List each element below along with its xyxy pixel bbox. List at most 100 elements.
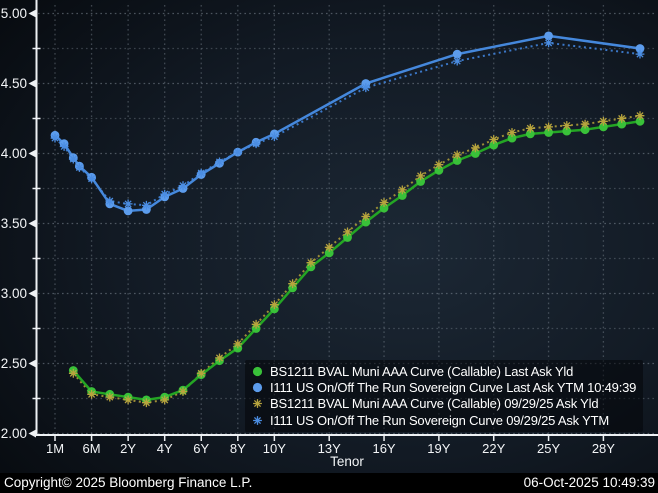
footer-bar: Copyright© 2025 Bloomberg Finance L.P. 0… <box>0 473 658 493</box>
x-axis-tick-label: 1M <box>46 441 64 456</box>
x-axis-tick-label: 8Y <box>230 441 246 456</box>
x-axis-tick-label: 28Y <box>592 441 615 456</box>
legend-asterisk-icon <box>253 399 262 409</box>
data-point-asterisk[interactable] <box>324 242 334 252</box>
data-point-dot[interactable] <box>379 203 389 213</box>
data-point-asterisk[interactable] <box>361 212 371 221</box>
data-point-asterisk[interactable] <box>525 123 535 133</box>
series-lines[interactable] <box>50 31 645 408</box>
data-point-asterisk[interactable] <box>544 38 553 48</box>
data-point-asterisk[interactable] <box>617 114 627 123</box>
data-point-dot[interactable] <box>489 140 499 150</box>
data-point-asterisk[interactable] <box>68 368 78 378</box>
data-point-dot[interactable] <box>397 191 407 200</box>
data-point-asterisk[interactable] <box>270 300 279 310</box>
data-point-dot[interactable] <box>525 129 535 139</box>
y-tick-arrow-icon <box>28 219 36 228</box>
data-point-asterisk[interactable] <box>87 389 96 399</box>
data-point-dot[interactable] <box>635 116 645 126</box>
data-point-asterisk[interactable] <box>142 398 151 408</box>
data-point-dot[interactable] <box>324 248 334 258</box>
data-point-dot[interactable] <box>471 149 480 158</box>
data-point-asterisk[interactable] <box>196 368 206 378</box>
data-point-asterisk[interactable] <box>397 185 407 195</box>
data-point-asterisk[interactable] <box>251 139 261 149</box>
data-point-asterisk[interactable] <box>288 279 297 289</box>
data-point-asterisk[interactable] <box>489 135 499 144</box>
data-point-dot[interactable] <box>361 217 371 227</box>
data-point-dot[interactable] <box>544 128 553 137</box>
data-point-asterisk[interactable] <box>178 181 188 191</box>
x-axis-tick-label: 10Y <box>263 441 286 456</box>
data-point-dot[interactable] <box>580 125 590 135</box>
data-point-dot[interactable] <box>434 165 444 175</box>
y-tick-arrow-icon <box>28 289 36 298</box>
data-point-asterisk[interactable] <box>105 196 115 206</box>
data-point-dot[interactable] <box>544 31 553 41</box>
series-markers-2[interactable] <box>68 111 645 408</box>
data-point-asterisk[interactable] <box>471 143 480 153</box>
data-point-asterisk[interactable] <box>215 157 224 167</box>
data-point-asterisk[interactable] <box>160 189 170 199</box>
data-point-asterisk[interactable] <box>105 392 115 402</box>
data-point-asterisk[interactable] <box>196 168 206 178</box>
data-point-asterisk[interactable] <box>123 199 133 209</box>
data-point-asterisk[interactable] <box>233 147 243 157</box>
data-point-asterisk[interactable] <box>50 133 60 143</box>
x-axis-tick-label: 19Y <box>427 441 450 456</box>
data-point-dot[interactable] <box>452 49 462 59</box>
legend-dot-icon <box>252 382 263 393</box>
data-point-asterisk[interactable] <box>580 119 590 129</box>
legend-item-1[interactable]: I111 US On/Off The Run Sovereign Curve L… <box>251 379 636 395</box>
data-point-asterisk[interactable] <box>452 56 462 66</box>
data-point-dot[interactable] <box>507 133 517 143</box>
data-point-asterisk[interactable] <box>160 395 170 405</box>
data-point-asterisk[interactable] <box>635 111 645 121</box>
data-point-dot[interactable] <box>452 156 462 165</box>
data-point-asterisk[interactable] <box>251 319 261 329</box>
x-axis-tick-label: 16Y <box>372 441 395 456</box>
data-point-asterisk[interactable] <box>142 200 151 210</box>
data-point-asterisk[interactable] <box>75 163 84 172</box>
y-axis-tick-label: 3.00 <box>1 286 27 301</box>
data-point-asterisk[interactable] <box>434 160 444 170</box>
legend-item-2[interactable]: BS1211 BVAL Muni AAA Curve (Callable) 09… <box>251 396 636 412</box>
data-point-dot[interactable] <box>343 233 352 242</box>
data-point-dot[interactable] <box>123 206 133 216</box>
data-point-asterisk[interactable] <box>599 116 608 126</box>
data-point-asterisk[interactable] <box>253 399 262 409</box>
data-point-asterisk[interactable] <box>253 415 262 425</box>
data-point-asterisk[interactable] <box>379 198 389 207</box>
data-point-asterisk[interactable] <box>544 122 553 132</box>
data-point-dot[interactable] <box>599 122 608 132</box>
data-point-asterisk[interactable] <box>635 49 645 59</box>
data-point-asterisk[interactable] <box>306 258 316 268</box>
legend-asterisk-icon <box>253 415 262 425</box>
data-point-asterisk[interactable] <box>87 174 96 184</box>
data-point-asterisk[interactable] <box>123 395 133 405</box>
data-point-asterisk[interactable] <box>215 353 224 363</box>
data-point-asterisk[interactable] <box>233 339 243 349</box>
data-point-asterisk[interactable] <box>178 387 188 396</box>
legend-item-0[interactable]: BS1211 BVAL Muni AAA Curve (Callable) La… <box>251 363 636 379</box>
data-point-asterisk[interactable] <box>361 83 371 93</box>
data-point-asterisk[interactable] <box>416 171 425 181</box>
data-point-asterisk[interactable] <box>507 128 517 137</box>
data-point-asterisk[interactable] <box>270 132 279 142</box>
data-point-asterisk[interactable] <box>452 150 462 160</box>
data-point-asterisk[interactable] <box>59 142 69 151</box>
legend-item-3[interactable]: I111 US On/Off The Run Sovereign Curve 0… <box>251 412 636 428</box>
series-markers-3[interactable] <box>50 38 645 210</box>
data-point-asterisk[interactable] <box>343 227 352 237</box>
data-point-dot[interactable] <box>416 177 425 186</box>
legend-item-label: BS1211 BVAL Muni AAA Curve (Callable) 09… <box>270 396 599 412</box>
axis-ticks-and-labels: 2.00 2.50 3.00 3.50 4.00 4.50 5.00 1M 6M 2Y 4Y 6Y 8Y… <box>1 6 616 456</box>
data-point-dot[interactable] <box>617 119 627 129</box>
data-point-dot[interactable] <box>562 126 572 136</box>
x-axis-tick-label: 2Y <box>120 441 136 456</box>
data-point-asterisk[interactable] <box>68 154 78 164</box>
data-point-dot[interactable] <box>635 44 645 53</box>
x-axis-tick-label: 25Y <box>537 441 560 456</box>
data-point-asterisk[interactable] <box>562 121 572 130</box>
